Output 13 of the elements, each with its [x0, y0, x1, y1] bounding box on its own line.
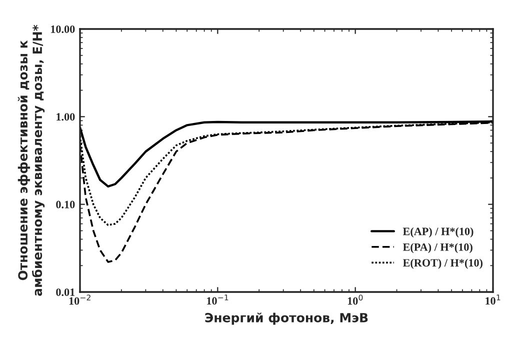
legend-label: E(ROT) / H*(10) [402, 258, 483, 269]
x-tick-label: 10$^{−1}$ [207, 294, 228, 305]
legend-label: E(PA) / H*(10) [402, 243, 472, 254]
y-tick-label: 10.00 [51, 25, 75, 34]
legend-label: E(AP) / H*(10) [402, 227, 474, 238]
y-tick-label: 0.10 [56, 200, 75, 208]
y-tick-label: 0.01 [56, 288, 75, 296]
x-tick-label: 10$^{−2}$ [69, 294, 90, 305]
y-axis-title: Отношение эффективной дозы к амбиентному эквиваленту дозы, E/H* [18, 24, 45, 296]
x-tick-label: 10$^{1}$ [486, 294, 500, 305]
x-axis-title: Энергий фотонов, МэВ [205, 312, 368, 325]
x-tick-label: 10$^{0}$ [348, 294, 363, 305]
y-tick-label: 1.00 [56, 113, 75, 121]
